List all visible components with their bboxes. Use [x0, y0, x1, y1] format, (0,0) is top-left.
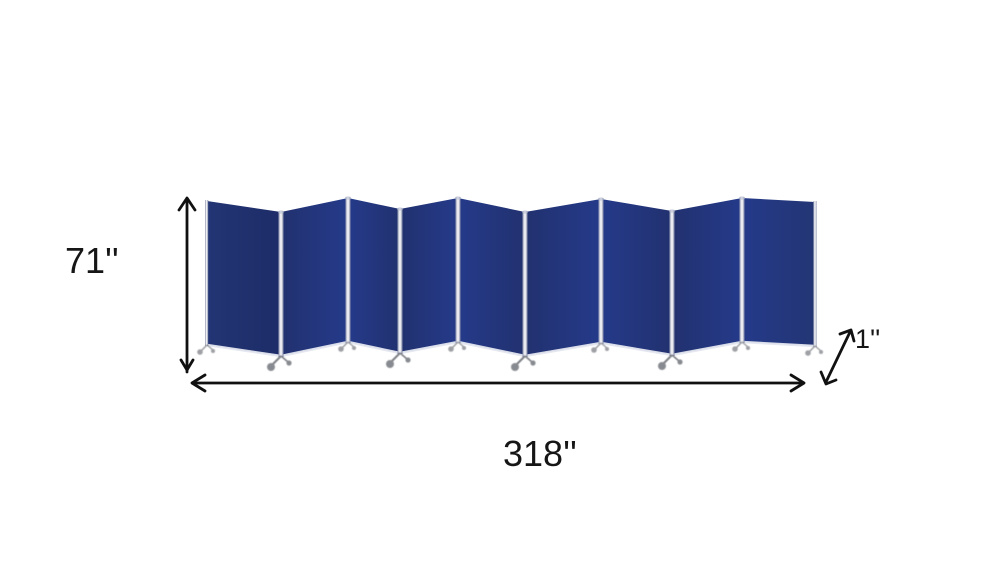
svg-text:318'': 318'': [503, 433, 577, 474]
svg-text:1'': 1'': [855, 324, 880, 354]
svg-text:71'': 71'': [65, 240, 119, 281]
